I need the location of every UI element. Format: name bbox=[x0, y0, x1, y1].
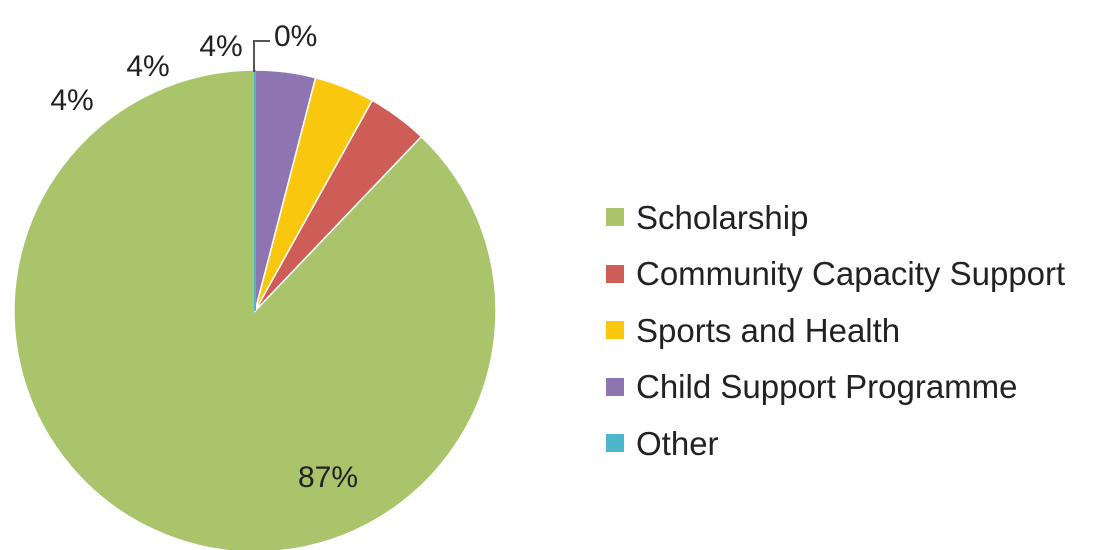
legend-swatch bbox=[606, 208, 624, 227]
legend-label: Scholarship bbox=[636, 198, 809, 236]
data-label-other: 0% bbox=[274, 20, 317, 53]
legend-label: Other bbox=[636, 424, 719, 462]
pie-plot-area: 87% 4% 4% 4% 0% bbox=[13, 20, 497, 550]
legend-item: Scholarship bbox=[606, 189, 1065, 246]
data-label-sports-and-health: 4% bbox=[126, 50, 169, 83]
legend-label: Sports and Health bbox=[636, 311, 901, 349]
data-label-child-support-programme: 4% bbox=[199, 30, 242, 63]
legend-label: Child Support Programme bbox=[636, 368, 1018, 406]
legend-swatch bbox=[606, 377, 624, 396]
legend-item: Sports and Health bbox=[606, 302, 1065, 359]
legend-item: Child Support Programme bbox=[606, 359, 1065, 416]
leader-line-other bbox=[253, 40, 270, 72]
legend-item: Other bbox=[606, 415, 1065, 472]
legend-item: Community Capacity Support bbox=[606, 246, 1065, 303]
data-label-scholarship: 87% bbox=[298, 461, 358, 494]
pie-slice-scholarship bbox=[13, 69, 497, 550]
legend-swatch bbox=[606, 434, 624, 453]
legend-label: Community Capacity Support bbox=[636, 255, 1066, 293]
data-label-community-capacity-support: 4% bbox=[50, 84, 93, 117]
legend-swatch bbox=[606, 321, 624, 340]
legend-swatch bbox=[606, 264, 624, 283]
legend: Scholarship Community Capacity Support Spo… bbox=[606, 189, 1065, 472]
